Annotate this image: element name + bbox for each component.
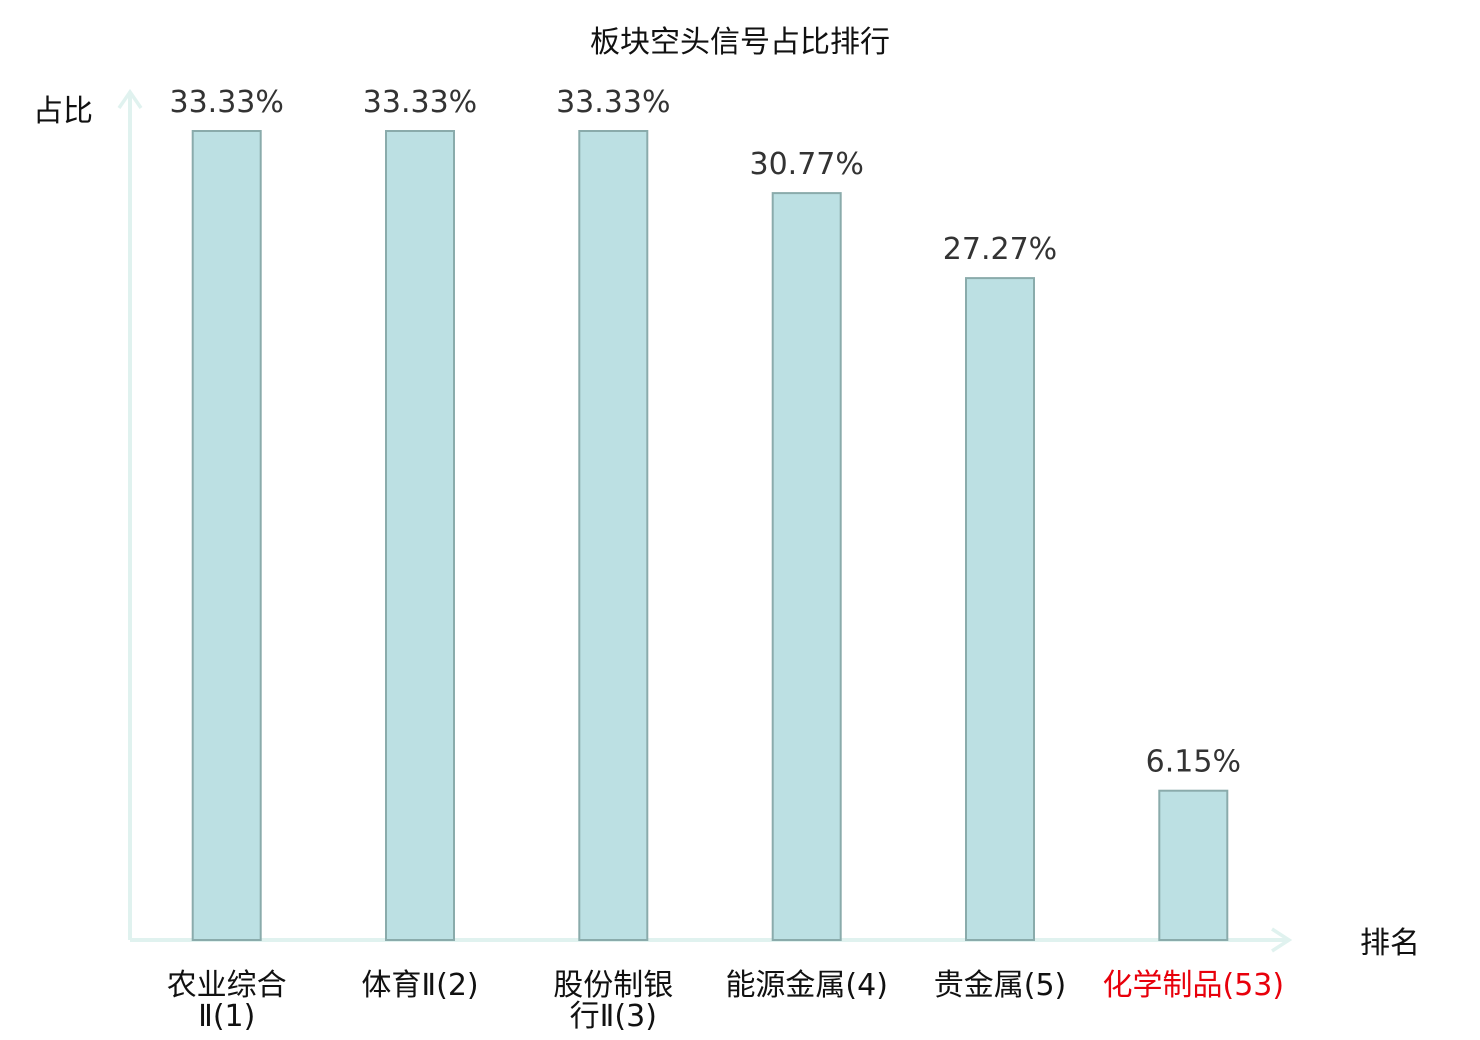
x-axis-label: 排名 [1360,926,1420,961]
y-axis [117,88,143,940]
category-label-2: 体育Ⅱ(2) [361,968,478,1003]
category-label-3-line-2: 行Ⅱ(3) [570,999,657,1034]
value-label-6: 6.15% [1146,745,1241,780]
x-axis [130,927,1293,953]
value-labels: 33.33% 33.33% 33.33% 30.77% 27.27% 6.15% [170,85,1241,780]
value-label-2: 33.33% [363,85,477,120]
bar-4 [771,192,842,942]
bar-5 [965,277,1035,942]
x-axis-arrowhead [1271,927,1293,953]
bars [191,130,1229,942]
bar-3 [578,130,649,941]
bar-6 [1158,789,1229,942]
category-label-4: 能源金属(4) [725,968,888,1003]
value-label-1: 33.33% [170,85,284,120]
value-label-3: 33.33% [556,85,670,120]
bar-1 [191,130,262,941]
y-axis-label: 占比 [33,94,93,129]
category-label-6: 化学制品(53) [1103,968,1285,1003]
category-label-5: 贵金属(5) [934,968,1067,1003]
value-label-5: 27.27% [943,232,1057,267]
chart-title: 板块空头信号占比排行 [590,25,890,60]
category-label-3-line-1: 股份制银 [553,968,673,1003]
bar-2 [385,130,455,941]
category-label-1-line-1: 农业综合 [167,968,287,1003]
value-label-4: 30.77% [750,147,864,182]
y-axis-arrowhead [117,88,143,109]
category-label-1-line-2: Ⅱ(1) [198,999,255,1034]
